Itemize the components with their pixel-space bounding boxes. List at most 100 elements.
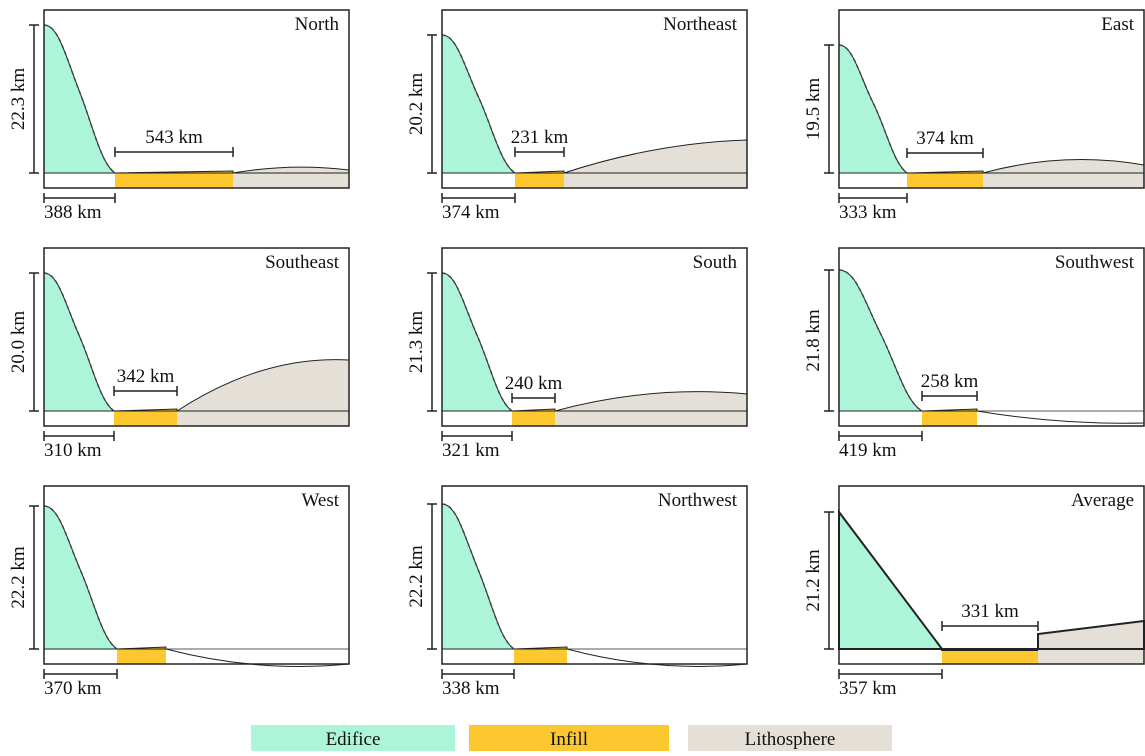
edifice-bar (838, 193, 908, 203)
height-label: 20.2 km (406, 73, 427, 136)
infill-area (117, 649, 166, 664)
lithosphere-area (983, 173, 1144, 188)
height-bar (29, 505, 39, 650)
panel-title: North (295, 14, 340, 35)
lithosphere-area (555, 411, 747, 426)
lithosphere-area (567, 649, 747, 664)
infill-area (922, 411, 977, 426)
panel-frame (838, 485, 1145, 665)
infill-bar (921, 391, 978, 401)
lithosphere-profile (232, 166, 350, 174)
panel: Southeast 20.0 km 310 km 342 km (8, 247, 350, 461)
panel-title: Northwest (658, 490, 738, 511)
edifice-label: 310 km (44, 440, 102, 461)
lithosphere-profile (563, 139, 748, 174)
infill-bar (941, 621, 1039, 631)
panel-frame (43, 9, 350, 189)
edifice-area (838, 269, 924, 412)
panel-frame (43, 485, 350, 665)
lithosphere-area (1038, 649, 1144, 664)
edifice-fit (43, 505, 118, 650)
infill-area (942, 649, 1038, 664)
lithosphere-profile (982, 159, 1145, 174)
edifice-area (441, 503, 516, 650)
edifice-bar (43, 193, 116, 203)
panel-frame (441, 247, 748, 427)
lithosphere-area (177, 411, 349, 426)
legend-label: Edifice (326, 729, 381, 750)
height-bar (824, 511, 834, 650)
edifice-label: 374 km (442, 202, 500, 223)
lithosphere-profile (175, 359, 350, 412)
edifice-label: 370 km (44, 678, 102, 699)
height-bar (29, 24, 39, 174)
panel: Southwest 21.8 km 419 km 258 km (803, 247, 1145, 461)
height-label: 21.2 km (803, 549, 824, 612)
infill-label: 331 km (961, 601, 1019, 622)
height-bar (427, 503, 437, 650)
height-label: 19.5 km (803, 78, 824, 141)
edifice-area (441, 34, 517, 174)
panel-frame (441, 9, 748, 189)
panel-title: Southeast (265, 252, 340, 273)
infill-area (514, 649, 567, 664)
panel-frame (838, 9, 1145, 189)
height-bar (427, 272, 437, 412)
lithosphere-profile (554, 391, 748, 412)
lithosphere-area (564, 173, 747, 188)
panel-title: Northeast (663, 14, 738, 35)
height-bar (29, 272, 39, 412)
infill-area (114, 411, 177, 426)
height-bar (824, 44, 834, 174)
height-label: 22.2 km (8, 546, 29, 609)
edifice-area (838, 509, 945, 650)
infill-area (907, 173, 983, 188)
edifice-fit (441, 34, 516, 174)
edifice-area (838, 44, 909, 174)
infill-label: 231 km (511, 127, 569, 148)
infill-bar (113, 386, 178, 396)
panel-frame (441, 485, 748, 665)
height-bar (427, 34, 437, 174)
panel: Northeast 20.2 km 374 km 231 km (406, 9, 748, 223)
panel: Northwest 22.2 km 338 km (406, 485, 748, 699)
panel-title: West (301, 490, 339, 511)
edifice-label: 357 km (839, 678, 897, 699)
panel-frame (43, 247, 350, 427)
height-label: 22.3 km (8, 68, 29, 131)
edifice-fit (43, 24, 116, 174)
lithosphere-profile (1037, 619, 1145, 650)
infill-bar (511, 393, 556, 403)
edifice-bar (43, 431, 115, 441)
infill-label: 240 km (505, 373, 563, 394)
edifice-label: 321 km (442, 440, 500, 461)
edifice-bar (43, 669, 118, 679)
legend-label: Lithosphere (745, 729, 836, 750)
panel-title: East (1101, 14, 1134, 35)
edifice-fit (43, 272, 115, 412)
edifice-label: 333 km (839, 202, 897, 223)
edifice-bar (441, 669, 515, 679)
panel-title: Average (1071, 490, 1134, 511)
edifice-fit (441, 503, 515, 650)
panel: South 21.3 km 321 km 240 km (406, 247, 748, 461)
panel-title: South (693, 252, 738, 273)
legend-swatch (688, 725, 892, 751)
edifice-fit (838, 269, 923, 412)
lithosphere-area (166, 649, 349, 664)
height-bar (824, 269, 834, 412)
infill-label: 258 km (921, 371, 979, 392)
edifice-area (441, 272, 514, 412)
infill-label: 543 km (145, 127, 203, 148)
edifice-label: 388 km (44, 202, 102, 223)
infill-label: 342 km (117, 366, 175, 387)
panel: East 19.5 km 333 km 374 km (803, 9, 1145, 223)
lithosphere-area (233, 173, 349, 188)
edifice-bar (838, 431, 923, 441)
panel: West 22.2 km 370 km (8, 485, 350, 699)
edifice-fit (441, 272, 513, 412)
panel-title: Southwest (1055, 252, 1135, 273)
panel: Average 21.2 km 357 km 331 km (803, 485, 1145, 699)
edifice-fit (838, 44, 908, 174)
